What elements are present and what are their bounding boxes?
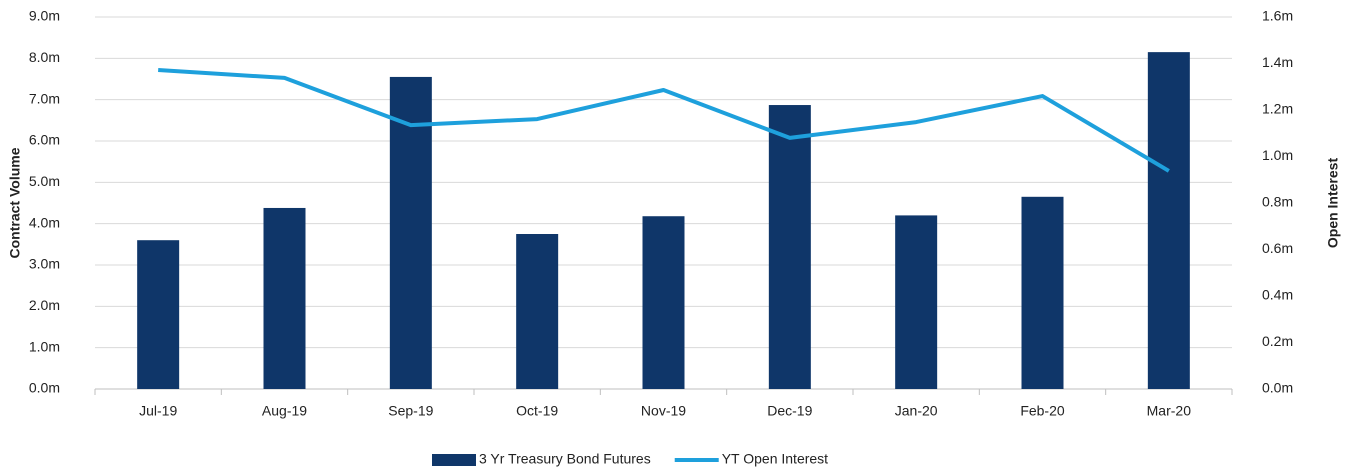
- x-tick-label: Jan-20: [895, 403, 938, 419]
- x-tick-label: Dec-19: [767, 403, 812, 419]
- line: [158, 68, 1170, 173]
- bar: [895, 215, 938, 389]
- legend-label: 3 Yr Treasury Bond Futures: [479, 451, 651, 467]
- legend-swatch: [432, 454, 476, 466]
- y2-tick-label: 0.6m: [1262, 240, 1293, 256]
- y2-tick-label: 0.8m: [1262, 194, 1293, 210]
- y2-tick-label: 1.2m: [1262, 101, 1293, 117]
- bar: [1021, 196, 1064, 389]
- x-tick-label: Sep-19: [388, 403, 433, 419]
- bar: [642, 216, 685, 389]
- x-tick-label: Feb-20: [1020, 403, 1065, 419]
- y-tick-label: 6.0m: [29, 132, 60, 148]
- bar: [137, 240, 180, 389]
- y-tick-label: 8.0m: [29, 49, 60, 65]
- y-tick-label: 9.0m: [29, 8, 60, 24]
- y-axis-title: Contract Volume: [7, 147, 23, 258]
- x-tick-label: Nov-19: [641, 403, 686, 419]
- y-tick-label: 1.0m: [29, 338, 60, 354]
- y-tick-label: 3.0m: [29, 256, 60, 272]
- y-tick-label: 4.0m: [29, 214, 60, 230]
- y2-tick-label: 0.0m: [1262, 380, 1293, 396]
- x-tick-label: Jul-19: [139, 403, 177, 419]
- bar: [389, 76, 432, 389]
- y2-tick-label: 1.6m: [1262, 8, 1293, 24]
- y2-axis-title: Open Interest: [1325, 158, 1341, 249]
- y2-tick-label: 0.2m: [1262, 333, 1293, 349]
- bar: [263, 207, 306, 389]
- y-tick-label: 5.0m: [29, 173, 60, 189]
- bar: [768, 105, 811, 389]
- y2-tick-label: 1.0m: [1262, 147, 1293, 163]
- y-tick-label: 0.0m: [29, 380, 60, 396]
- x-tick-label: Aug-19: [262, 403, 307, 419]
- legend-label: YT Open Interest: [722, 451, 828, 467]
- bar: [1147, 52, 1190, 390]
- x-tick-label: Oct-19: [516, 403, 558, 419]
- y-tick-label: 2.0m: [29, 297, 60, 313]
- y2-tick-label: 0.4m: [1262, 287, 1293, 303]
- x-tick-label: Mar-20: [1147, 403, 1192, 419]
- bar: [516, 234, 559, 389]
- y2-tick-label: 1.4m: [1262, 54, 1293, 70]
- y-tick-label: 7.0m: [29, 90, 60, 106]
